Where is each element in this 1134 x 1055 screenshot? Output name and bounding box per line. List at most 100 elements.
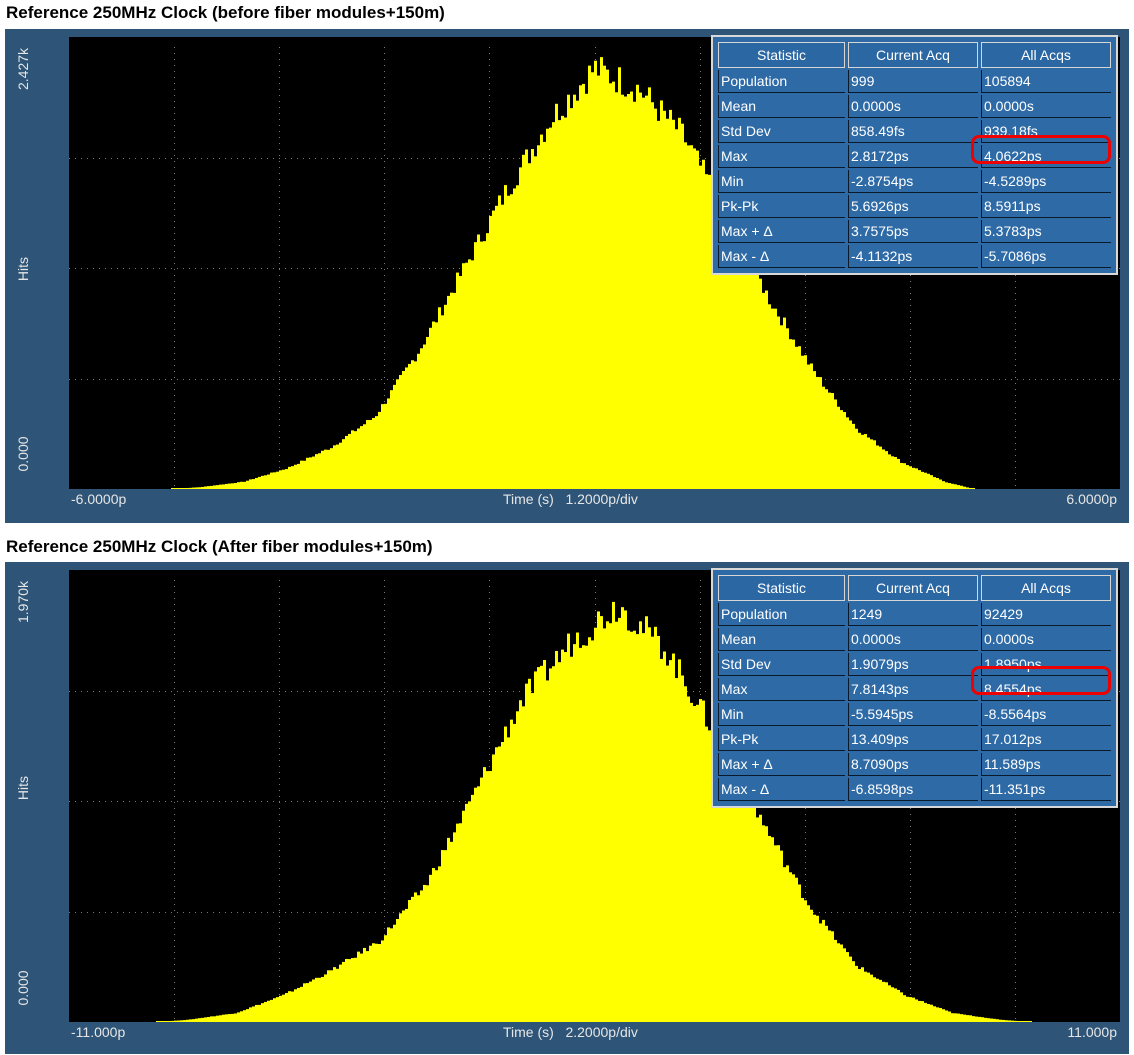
histogram-bar [552, 666, 555, 1022]
histogram-panel: 1.970k Hits 0.000 -11.000p Time (s) 2.20… [5, 562, 1129, 1054]
stats-header-cell: All Acqs [981, 575, 1111, 601]
histogram-bar [462, 810, 465, 1022]
x-max-label: 11.000p [1067, 1024, 1117, 1040]
histogram-bar [261, 475, 264, 489]
stats-value-cell: 2.8172ps [848, 145, 978, 168]
histogram-bar [837, 943, 840, 1022]
histogram-bar [351, 430, 354, 489]
histogram-bar [912, 997, 915, 1022]
histogram-bar [318, 453, 321, 489]
histogram-bar [927, 473, 930, 489]
histogram-bar [432, 868, 435, 1022]
histogram-bar [624, 96, 627, 489]
histogram-bar [969, 488, 972, 489]
histogram-bar [645, 616, 648, 1022]
histogram-bar [591, 640, 594, 1022]
histogram-bar [345, 435, 348, 489]
histogram-bar [615, 621, 618, 1022]
histogram-bar [540, 665, 543, 1022]
histogram-bar [333, 967, 336, 1022]
histogram-bar [705, 726, 708, 1022]
histogram-bar [375, 416, 378, 489]
histogram-bar [351, 958, 354, 1022]
histogram-bar [429, 874, 432, 1022]
histogram-bar [213, 485, 216, 489]
histogram-bar [243, 481, 246, 489]
histogram-bar [606, 69, 609, 489]
histogram-bar [366, 951, 369, 1022]
histogram-bar [747, 792, 750, 1022]
histogram-bar [582, 645, 585, 1022]
histogram-bar [939, 479, 942, 489]
histogram-bar [621, 607, 624, 1022]
histogram-bar [972, 488, 975, 489]
histogram-bar [1023, 1021, 1026, 1022]
histogram-bar [882, 981, 885, 1022]
histogram-bar [459, 276, 462, 489]
stats-value-cell: 5.6926ps [848, 195, 978, 218]
histogram-bar [846, 417, 849, 489]
histogram-bar [339, 964, 342, 1022]
histogram-bar [840, 410, 843, 489]
histogram-bar [444, 304, 447, 489]
histogram-bar [375, 943, 378, 1022]
histogram-bar [642, 633, 645, 1022]
stats-value-cell: 8.7090ps [848, 753, 978, 776]
histogram-bar [315, 977, 318, 1022]
histogram-bar [1014, 1020, 1017, 1022]
histogram-bar [951, 1013, 954, 1022]
histogram-bar [720, 203, 723, 489]
histogram-bar [879, 446, 882, 489]
stats-label-cell: Pk-Pk [718, 195, 845, 218]
histogram-bar [789, 339, 792, 489]
histogram-bar [414, 361, 417, 489]
histogram-bar [390, 928, 393, 1022]
histogram-bar [687, 696, 690, 1022]
histogram-bar [396, 918, 399, 1022]
histogram-bar [297, 463, 300, 489]
histogram-bar [657, 120, 660, 489]
histogram-bar [711, 734, 714, 1022]
histogram-bar [915, 999, 918, 1022]
histogram-bar [411, 896, 414, 1022]
histogram-bar [363, 947, 366, 1022]
histogram-bar [183, 488, 186, 489]
histogram-bar [159, 1021, 162, 1022]
histogram-bar [531, 148, 534, 489]
histogram-bar [783, 867, 786, 1022]
histogram-bar [594, 627, 597, 1022]
histogram-bar [600, 616, 603, 1022]
histogram-bar [996, 1019, 999, 1022]
histogram-panel: 2.427k Hits 0.000 -6.0000p Time (s) 1.20… [5, 29, 1129, 523]
histogram-bar [567, 94, 570, 489]
stats-value-cell: 939.18fs [981, 120, 1111, 143]
histogram-bar [780, 325, 783, 489]
x-axis-label: Time (s) 1.2000p/div [503, 491, 638, 507]
stats-value-cell: 92429 [981, 603, 1111, 626]
histogram-bar [396, 379, 399, 489]
histogram-bar [738, 240, 741, 489]
histogram-bar [705, 174, 708, 489]
histogram-bar [666, 118, 669, 489]
histogram-bar [582, 83, 585, 489]
stats-header-cell: Statistic [718, 575, 845, 601]
histogram-bar [237, 1012, 240, 1022]
histogram-bar [678, 117, 681, 489]
histogram-bar [486, 771, 489, 1022]
histogram-bar [876, 978, 879, 1022]
histogram-bar [180, 1020, 183, 1022]
histogram-bar [684, 142, 687, 489]
histogram-bar [774, 845, 777, 1022]
histogram-bar [696, 704, 699, 1022]
histogram-bar [189, 487, 192, 489]
histogram-bar [357, 951, 360, 1022]
histogram-bar [492, 210, 495, 489]
histogram-bar [171, 1020, 174, 1022]
histogram-bar [204, 1017, 207, 1022]
histogram-bar [405, 908, 408, 1022]
histogram-bar [627, 630, 630, 1022]
histogram-bar [963, 486, 966, 489]
histogram-bar [831, 393, 834, 489]
stats-row: Min -5.5945ps -8.5564ps [718, 703, 1111, 726]
histogram-bar [522, 706, 525, 1022]
